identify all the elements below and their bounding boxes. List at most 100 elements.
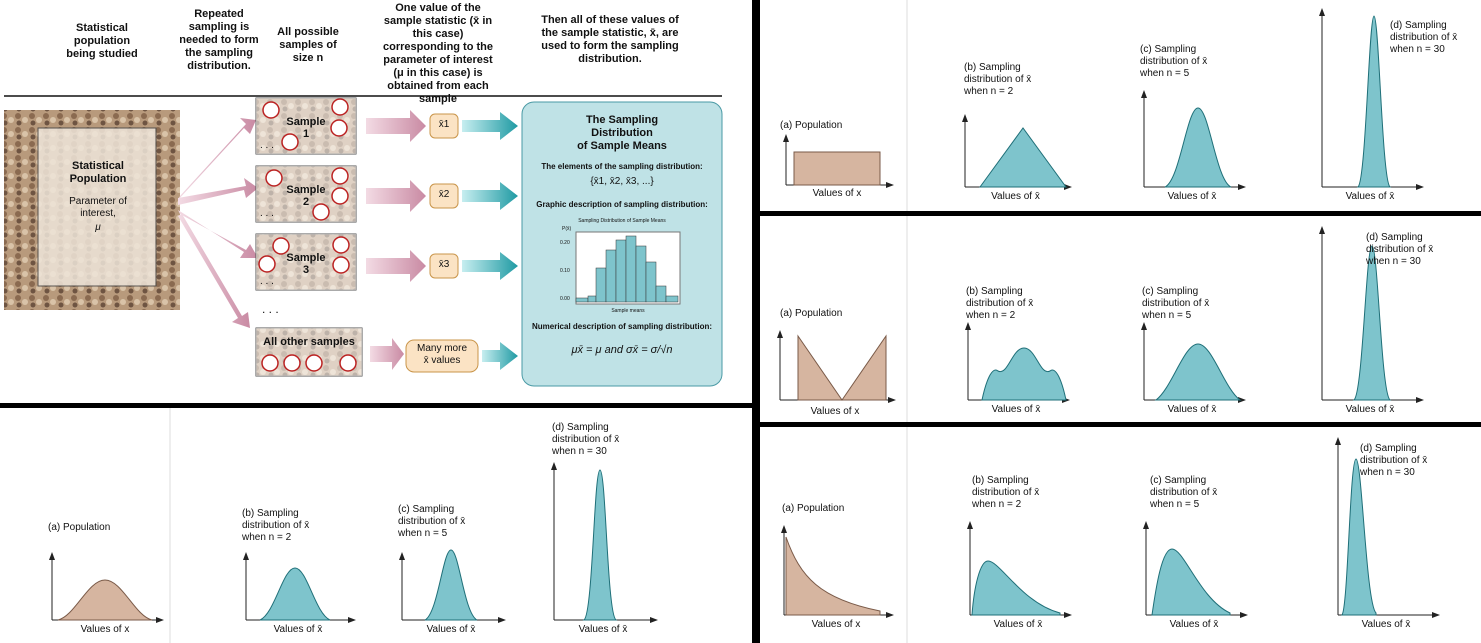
teal-arrow-3 (462, 252, 518, 280)
normal-n5-xlabel: Values of x̄ (426, 624, 476, 635)
ellipsis-3: . . . (260, 276, 274, 287)
mini-chart-xlabel: Sample means (611, 308, 645, 314)
bimodal-population-chart (777, 330, 896, 403)
skewed-n5-chart (1143, 521, 1248, 618)
bimodal-n30-chart (1319, 226, 1424, 403)
normal-n2-xlabel: Values of x̄ (273, 624, 323, 635)
arrow-sample3-xbar (366, 250, 426, 282)
uniform-n5-xlabel: Values of x̄ (1167, 191, 1217, 202)
panel-skewed-population: (a) Population Values of x (b) Sampling d… (760, 427, 1481, 643)
many-more-box (405, 339, 479, 373)
skewed-n30-label: (d) Sampling distribution of x̄ when n = 3… (1360, 443, 1428, 478)
bimodal-n5-label: (c) Sampling distribution of x̄ when n = 5 (1142, 286, 1210, 321)
normal-n5-label: (c) Sampling distribution of x̄ when n = 5 (398, 504, 466, 539)
xbar-box-3 (429, 253, 459, 279)
xbar-1: x̄1 (438, 119, 450, 130)
uniform-population-chart (783, 134, 894, 188)
sampling-flow-panel: Statistical population being studied Rep… (0, 0, 752, 403)
uniform-n30-label: (d) Sampling distribution of x̄ when n = 3… (1390, 20, 1458, 55)
arrow-to-sample-3 (178, 210, 258, 258)
sample-box-1 (255, 97, 357, 155)
sample-1-label: Sample 1 (286, 116, 326, 140)
population-parameter: Parameter of interest, (69, 196, 127, 219)
normal-n2-chart (243, 552, 356, 623)
uniform-n2-xlabel: Values of x̄ (991, 191, 1040, 202)
uniform-n30-chart (1319, 8, 1424, 190)
skewed-n2-label: (b) Sampling distribution of x̄ when n = 2 (972, 475, 1040, 510)
sample-2-label: Sample 2 (286, 184, 326, 208)
normal-population-chart (49, 552, 164, 623)
bimodal-distribution-charts (777, 216, 1424, 422)
panel-normal-population: (a) Population Values of x (b) Sampling d… (0, 408, 752, 643)
panel-uniform-population: (a) Population Values of x (b) Sampling d… (760, 0, 1481, 211)
many-more-label: Many more x̄ values (416, 343, 467, 366)
normal-n5-chart (399, 549, 506, 623)
skewed-n5-label: (c) Sampling distribution of x̄ when n = 5 (1150, 475, 1218, 510)
uniform-n5-label: (c) Sampling distribution of x̄ when n = 5 (1140, 44, 1208, 79)
normal-distribution-charts (49, 408, 658, 643)
normal-population-title: (a) Population (48, 522, 111, 533)
bimodal-population-xlabel: Values of x (810, 406, 860, 417)
population-title: Statistical Population (69, 160, 127, 185)
uniform-population-xlabel: Values of x (812, 188, 862, 199)
skewed-population-xlabel: Values of x (811, 619, 861, 630)
xbar-2: x̄2 (438, 189, 450, 200)
bimodal-n5-xlabel: Values of x̄ (1167, 404, 1217, 415)
population-overlay (37, 127, 157, 287)
xbar-3: x̄3 (438, 259, 450, 270)
arrow-to-sample-1 (178, 118, 256, 200)
normal-n30-xlabel: Values of x̄ (578, 624, 628, 635)
numerical-label: Numerical description of sampling distri… (531, 322, 712, 331)
skewed-n2-xlabel: Values of x̄ (993, 619, 1043, 630)
skewed-n5-xlabel: Values of x̄ (1169, 619, 1219, 630)
panel-bimodal-population: (a) Population Values of x (b) Sampling d… (760, 216, 1481, 422)
header-all-samples: All possible samples of size n (277, 26, 339, 64)
normal-population-xlabel: Values of x (80, 624, 130, 635)
teal-arrow-4 (482, 342, 518, 370)
bimodal-n30-xlabel: Values of x̄ (1345, 404, 1395, 415)
mini-chart-title: Sampling Distribution of Sample Means (578, 218, 666, 224)
uniform-n30-xlabel: Values of x̄ (1345, 191, 1395, 202)
skewed-n30-xlabel: Values of x̄ (1361, 619, 1411, 630)
arrow-sample1-xbar (366, 110, 426, 142)
ellipsis-1: . . . (260, 140, 274, 151)
arrow-to-other-samples (178, 214, 250, 328)
bimodal-n5-chart (1141, 322, 1246, 403)
teal-arrow-1 (462, 112, 518, 140)
normal-n2-label: (b) Sampling distribution of x̄ when n = 2 (242, 508, 310, 543)
bimodal-n30-label: (d) Sampling distribution of x̄ when n = 3… (1366, 232, 1434, 267)
ellipsis-between: . . . (262, 302, 279, 316)
skewed-distribution-charts (781, 427, 1440, 643)
header-all-values: Then all of these values of the sample s… (541, 14, 679, 65)
normal-n30-label: (d) Sampling distribution of x̄ when n = 3… (552, 422, 620, 457)
xbar-box-1 (429, 113, 459, 139)
teal-arrow-2 (462, 182, 518, 210)
skewed-n2-chart (967, 521, 1072, 618)
bimodal-n2-chart (965, 322, 1070, 403)
mini-chart-ytick-2: 0.10 (560, 268, 570, 274)
mini-histogram (575, 231, 681, 305)
sample-box-other (255, 327, 363, 377)
xbar-box-2 (429, 183, 459, 209)
uniform-n2-label: (b) Sampling distribution of x̄ when n = 2 (964, 62, 1032, 97)
elements-set: {x̄1, x̄2, x̄3, ...} (590, 176, 654, 187)
sample-box-2 (255, 165, 357, 223)
bimodal-n2-xlabel: Values of x̄ (991, 404, 1041, 415)
header-population: Statistical population being studied (66, 22, 138, 60)
mini-chart-ytick-3: 0.00 (560, 296, 570, 302)
sample-box-3 (255, 233, 357, 291)
skewed-population-title: (a) Population (782, 503, 845, 514)
normal-n30-chart (551, 462, 658, 623)
ellipsis-2: . . . (260, 208, 274, 219)
header-repeated-sampling: Repeated sampling is needed to form the … (179, 8, 259, 72)
uniform-distribution-charts (783, 0, 1424, 211)
arrow-to-sample-2 (178, 178, 258, 205)
uniform-n5-chart (1141, 90, 1246, 190)
arrow-sample2-xbar (366, 180, 426, 212)
other-samples-label: All other samples (263, 336, 355, 348)
population-mu: μ (95, 222, 101, 233)
graphic-label: Graphic description of sampling distribu… (536, 200, 708, 209)
mini-chart-ylabel: P(x̄) (562, 226, 572, 232)
numerical-formula: μx̄ = μ and σx̄ = σ/√n (571, 344, 673, 356)
skewed-n30-chart (1335, 437, 1440, 618)
